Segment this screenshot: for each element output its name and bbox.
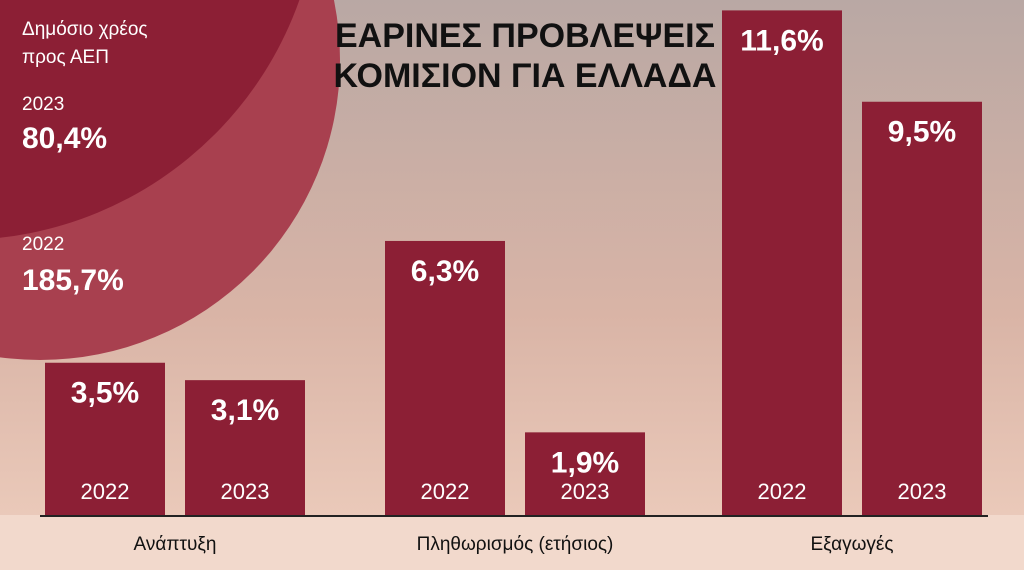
debt-year: 2023 — [22, 94, 64, 115]
value-label: 9,5% — [888, 116, 956, 149]
bar — [862, 101, 982, 515]
value-label: 3,1% — [211, 394, 279, 427]
debt-value: 80,4% — [22, 122, 107, 155]
category-label: Ανάπτυξη — [134, 534, 217, 555]
category-label: Εξαγωγές — [810, 534, 893, 555]
debt-title: Δημόσιο χρέος — [22, 19, 148, 40]
series-label: 2023 — [221, 479, 270, 504]
series-label: 2022 — [421, 479, 470, 504]
debt-year: 2022 — [22, 234, 64, 255]
category-label: Πληθωρισμός (ετήσιος) — [417, 534, 614, 555]
series-label: 2023 — [561, 479, 610, 504]
bar — [45, 362, 165, 515]
bar — [722, 10, 842, 516]
debt-title: προς ΑΕΠ — [22, 47, 109, 68]
footer-band — [0, 515, 1024, 570]
value-label: 6,3% — [411, 255, 479, 288]
debt-value: 185,7% — [22, 264, 124, 297]
chart-title: ΚΟΜΙΣΙΟΝ ΓΙΑ ΕΛΛΑΔΑ — [334, 57, 717, 95]
series-label: 2022 — [81, 479, 130, 504]
value-label: 3,5% — [71, 377, 139, 410]
bar — [385, 240, 505, 515]
series-label: 2023 — [898, 479, 947, 504]
series-label: 2022 — [758, 479, 807, 504]
value-label: 11,6% — [740, 24, 823, 57]
bar — [525, 432, 645, 515]
debt-circle-inner — [0, 0, 300, 238]
chart-title: ΕΑΡΙΝΕΣ ΠΡΟΒΛΕΨΕΙΣ — [335, 17, 715, 55]
value-label: 1,9% — [551, 446, 619, 479]
bar — [185, 380, 305, 515]
